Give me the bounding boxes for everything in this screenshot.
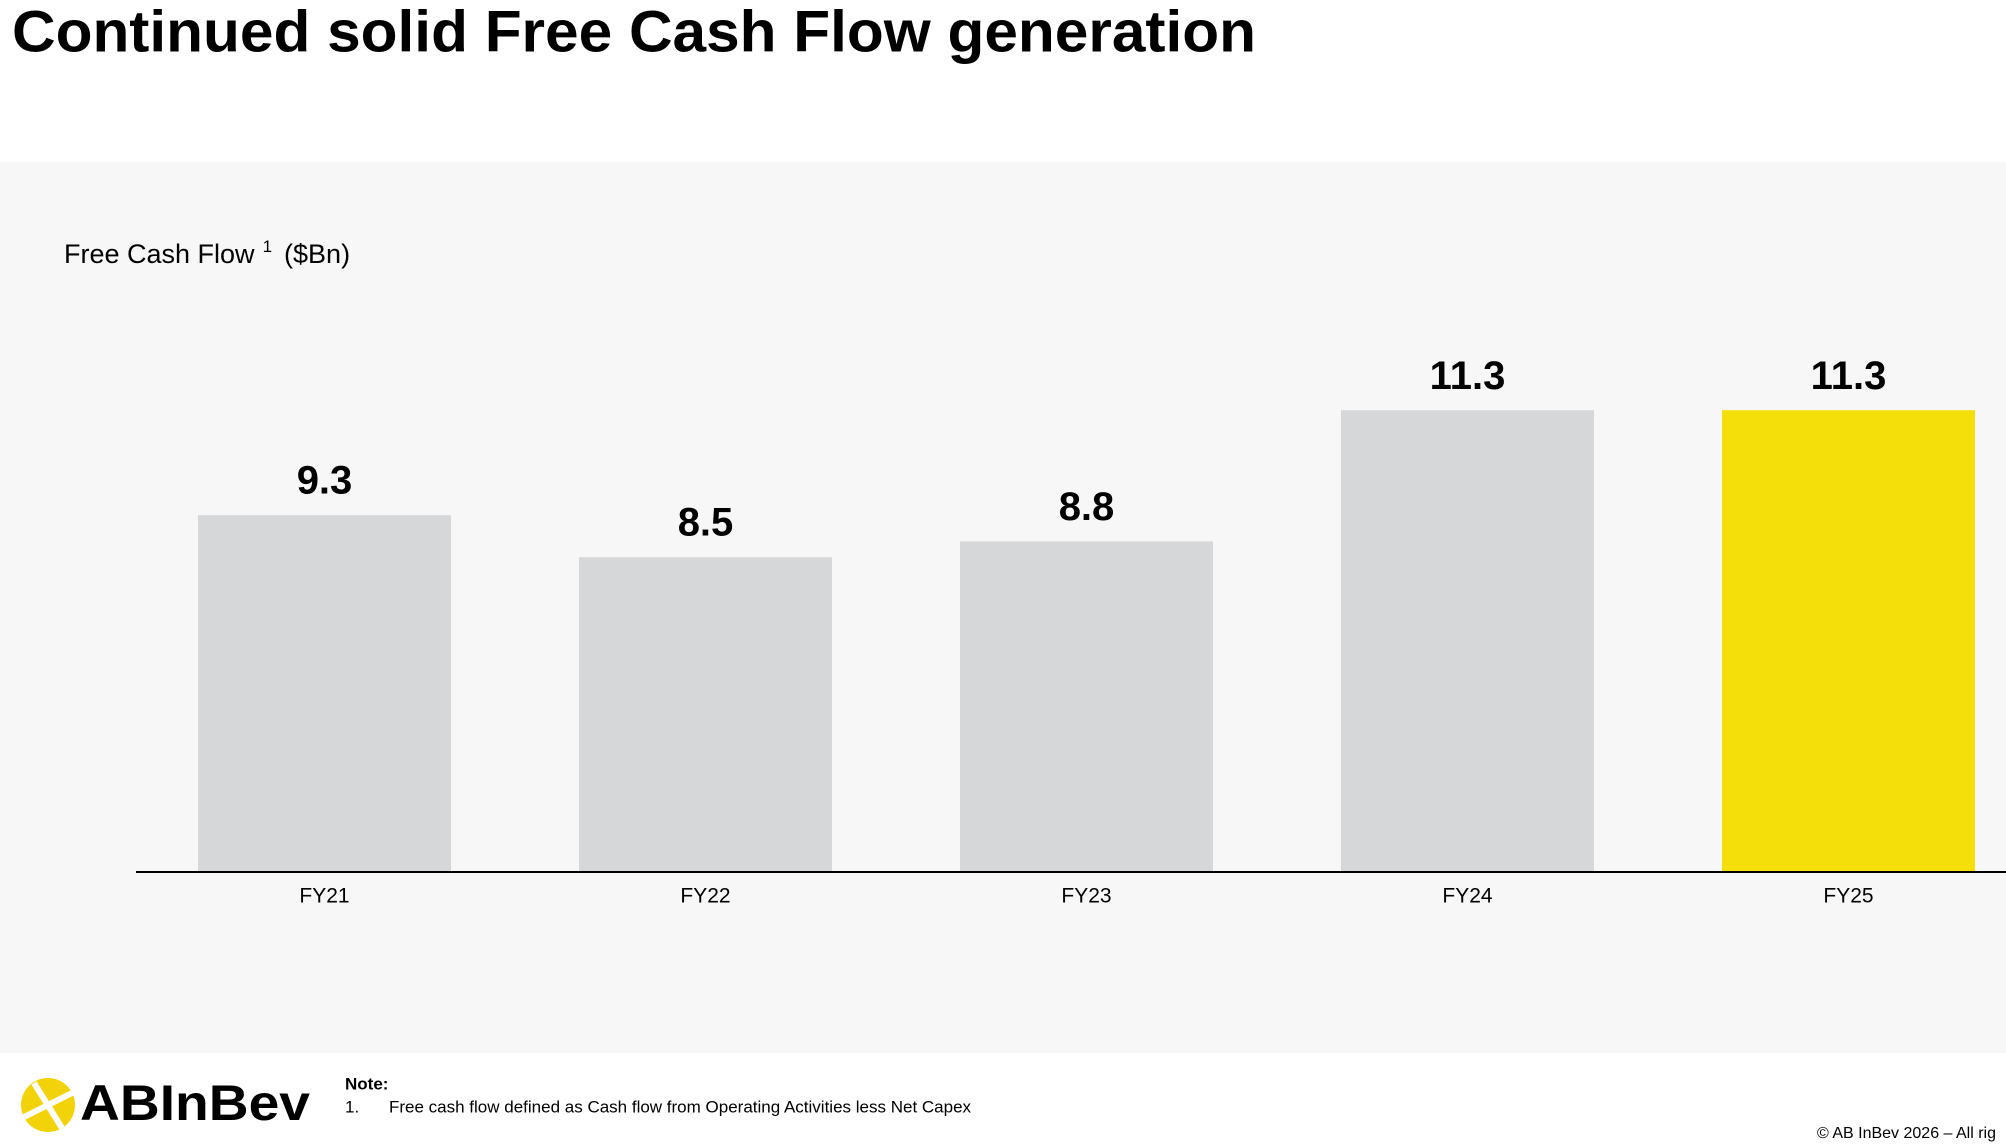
data-label: 8.8: [1059, 485, 1115, 529]
x-tick-label: FY21: [299, 885, 349, 908]
note-text: Free cash flow defined as Cash flow from…: [389, 1097, 972, 1116]
chart-title: Continued solid Free Cash Flow generatio…: [12, 0, 1256, 64]
note-heading: Note:: [345, 1074, 388, 1093]
x-tick-label: FY25: [1823, 885, 1873, 908]
logo: ABInBev: [20, 1075, 310, 1132]
x-tick-label: FY23: [1061, 885, 1111, 908]
bar: [1341, 410, 1594, 872]
x-tick-label: FY24: [1442, 885, 1493, 908]
x-tick-label: FY22: [680, 885, 730, 908]
bar: [198, 515, 451, 872]
logo-gap: [31, 1081, 65, 1130]
y-label-unit: ($Bn): [284, 239, 350, 269]
copyright: © AB InBev 2026 – All rig: [1817, 1125, 1996, 1142]
note-number: 1.: [345, 1097, 359, 1116]
bar: [579, 557, 832, 872]
data-label: 11.3: [1430, 354, 1506, 398]
data-label: 8.5: [678, 501, 734, 545]
bar: [960, 541, 1213, 872]
y-axis-label: Free Cash Flow 1 ($Bn): [64, 237, 350, 269]
y-label-text: Free Cash Flow: [64, 239, 255, 269]
bar: [1722, 410, 1975, 872]
data-label: 9.3: [297, 459, 353, 503]
logo-text: ABInBev: [80, 1075, 310, 1131]
data-label: 11.3: [1811, 354, 1887, 398]
y-label-note: 1: [263, 237, 272, 256]
